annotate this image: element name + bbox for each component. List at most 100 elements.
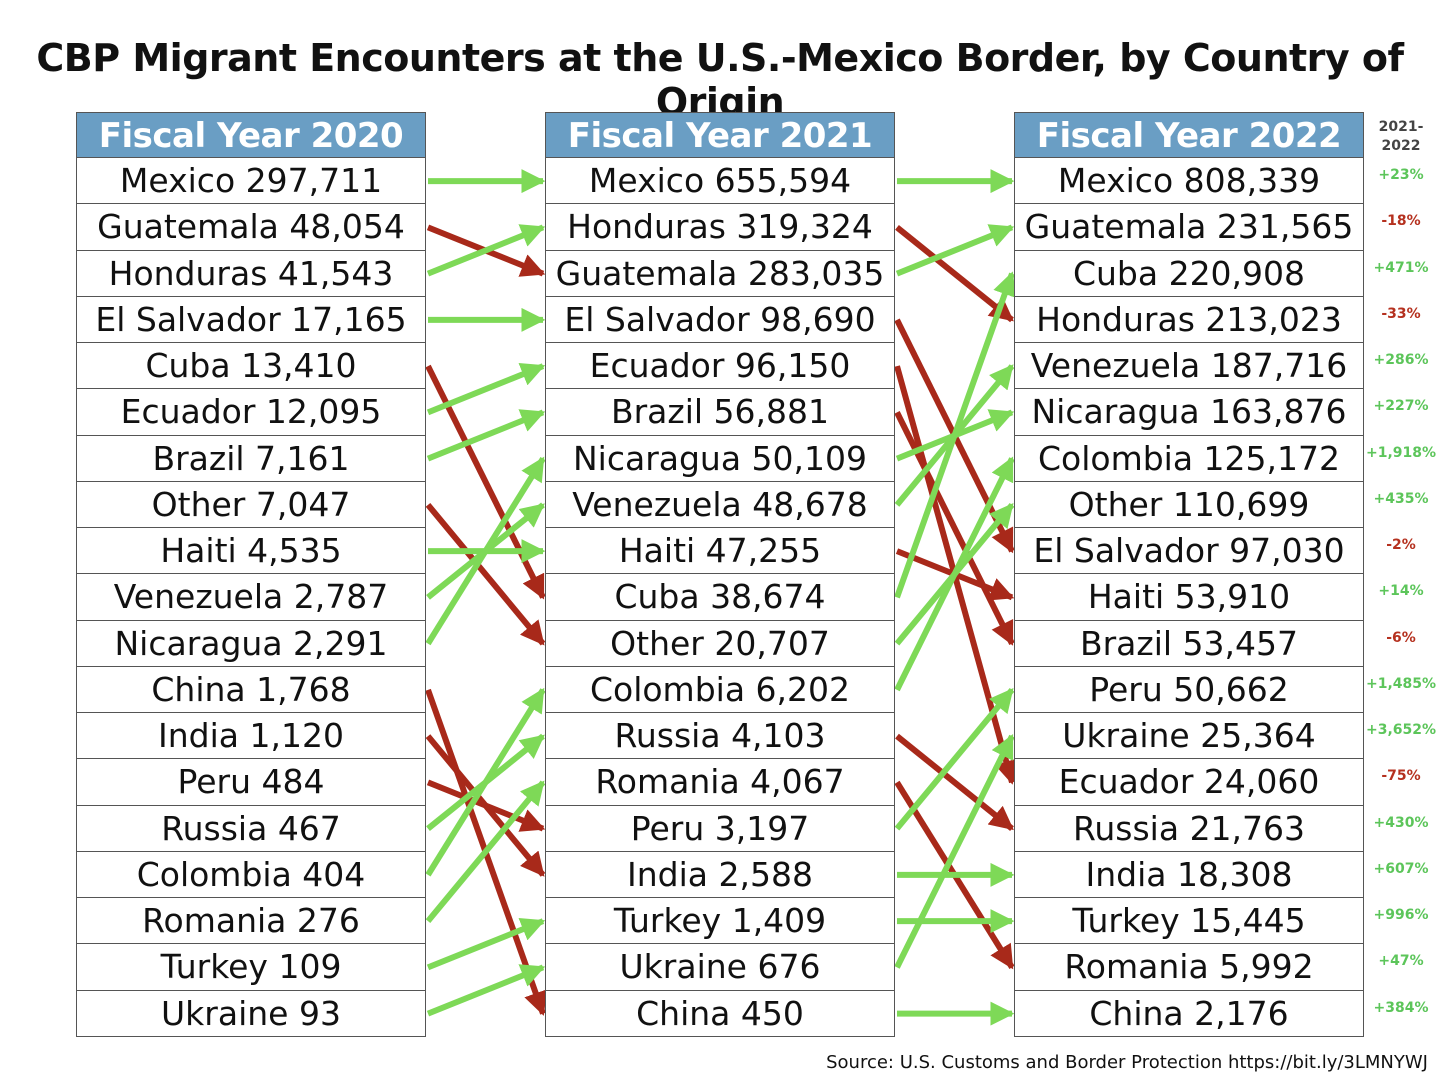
arrow-colombia-2021-2022 xyxy=(894,456,1015,692)
arrow-ukraine-2020-2021 xyxy=(426,964,546,1017)
fy2021-row-honduras: Honduras 319,324 xyxy=(545,204,895,251)
fy2020-row-haiti: Haiti 4,535 xyxy=(76,528,426,575)
arrow-honduras-2020-2021 xyxy=(426,224,546,277)
fy2021-row-turkey: Turkey 1,409 xyxy=(545,898,895,945)
arrow-ukraine-2021-2022 xyxy=(894,733,1015,969)
fy2021-row-peru: Peru 3,197 xyxy=(545,805,895,852)
fy2020-row-brazil: Brazil 7,161 xyxy=(76,435,426,482)
change-mexico: +23% xyxy=(1378,167,1424,183)
fy2021-row-india: India 2,588 xyxy=(545,851,895,898)
fy2022-row-guatemala: Guatemala 231,565 xyxy=(1014,204,1364,251)
fy2020-row-ecuador: Ecuador 12,095 xyxy=(76,389,426,436)
change-venezuela: +286% xyxy=(1373,352,1429,368)
change-nicaragua: +227% xyxy=(1373,398,1429,415)
arrow-peru-2020-2021 xyxy=(426,779,546,832)
fy2020-row-other: Other 7,047 xyxy=(76,481,426,528)
change-turkey: +996% xyxy=(1373,907,1429,923)
arrow-nicaragua-2020-2021 xyxy=(425,456,546,646)
fy2022-row-russia: Russia 21,763 xyxy=(1014,805,1364,852)
fy2021-row-russia: Russia 4,103 xyxy=(545,713,895,760)
fy2021-row-brazil: Brazil 56,881 xyxy=(545,389,895,436)
arrow-turkey-2020-2021 xyxy=(426,918,546,971)
fy2021-row-venezuela: Venezuela 48,678 xyxy=(545,481,895,528)
fy2020-row-nicaragua: Nicaragua 2,291 xyxy=(76,620,426,667)
arrow-russia-2021-2022 xyxy=(895,733,1014,831)
fy2020-row-mexico: Mexico 297,711 xyxy=(76,158,426,205)
change-ecuador: -75% xyxy=(1381,768,1421,785)
arrow-brazil-2020-2021 xyxy=(426,409,546,462)
change-column: 2021- 2022 +23% -18% +471% -33% +286% +227% +1… xyxy=(1365,112,1437,1037)
fy2020-row-honduras: Honduras 41,543 xyxy=(76,250,426,297)
fy2020-row-turkey: Turkey 109 xyxy=(76,944,426,991)
fy2022-row-cuba: Cuba 220,908 xyxy=(1014,250,1364,297)
change-other: +435% xyxy=(1373,490,1429,507)
fy2020-row-ukraine: Ukraine 93 xyxy=(76,990,426,1037)
fy2020-row-china: China 1,768 xyxy=(76,666,426,713)
fy2022-row-ecuador: Ecuador 24,060 xyxy=(1014,759,1364,806)
change-peru: +1,485% xyxy=(1365,675,1437,692)
change-colombia: +1,918% xyxy=(1365,444,1437,461)
fy2021-row-china: China 450 xyxy=(545,990,895,1037)
fy2022-header: Fiscal Year 2022 xyxy=(1014,112,1364,158)
change-ukraine: +3,652% xyxy=(1365,722,1437,738)
fy2020-row-el-salvador: El Salvador 17,165 xyxy=(76,296,426,343)
fy2022-row-peru: Peru 50,662 xyxy=(1014,666,1364,713)
fy2022-row-venezuela: Venezuela 187,716 xyxy=(1014,343,1364,390)
fy2022-row-turkey: Turkey 15,445 xyxy=(1014,898,1364,945)
fy2021-row-cuba: Cuba 38,674 xyxy=(545,574,895,621)
fy2022-row-haiti: Haiti 53,910 xyxy=(1014,574,1364,621)
arrow-colombia-2020-2021 xyxy=(425,687,546,877)
fy2021-row-nicaragua: Nicaragua 50,109 xyxy=(545,435,895,482)
fy2021-row-colombia: Colombia 6,202 xyxy=(545,666,895,713)
fy2021-table: Fiscal Year 2021 Mexico 655,594 Honduras … xyxy=(545,112,895,1037)
fy2022-row-nicaragua: Nicaragua 163,876 xyxy=(1014,389,1364,436)
chart-title: CBP Migrant Encounters at the U.S.-Mexic… xyxy=(36,36,1404,124)
source-note: Source: U.S. Customs and Border Protecti… xyxy=(826,1052,1428,1073)
change-india: +607% xyxy=(1373,860,1429,877)
fy2020-row-cuba: Cuba 13,410 xyxy=(76,343,426,390)
arrow-other-2020-2021 xyxy=(425,502,546,646)
change-header: 2021- 2022 xyxy=(1365,112,1437,158)
fy2021-row-el-salvador: El Salvador 98,690 xyxy=(545,296,895,343)
fy2020-row-venezuela: Venezuela 2,787 xyxy=(76,574,426,621)
fy2022-row-romania: Romania 5,992 xyxy=(1014,944,1364,991)
fy2021-row-haiti: Haiti 47,255 xyxy=(545,528,895,575)
fy2022-row-india: India 18,308 xyxy=(1014,851,1364,898)
fy2020-table: Fiscal Year 2020 Mexico 297,711 Guatemala… xyxy=(76,112,426,1037)
fy2021-row-ecuador: Ecuador 96,150 xyxy=(545,343,895,390)
fy2020-row-russia: Russia 467 xyxy=(76,805,426,852)
fy2020-header: Fiscal Year 2020 xyxy=(76,112,426,158)
arrow-honduras-2021-2022 xyxy=(895,225,1014,323)
arrow-ecuador-2020-2021 xyxy=(426,363,546,416)
fy2022-row-other: Other 110,699 xyxy=(1014,481,1364,528)
change-haiti: +14% xyxy=(1378,583,1424,600)
change-guatemala: -18% xyxy=(1381,213,1421,230)
fy2021-row-mexico: Mexico 655,594 xyxy=(545,158,895,205)
arrow-peru-2021-2022 xyxy=(894,687,1015,831)
fy2020-row-romania: Romania 276 xyxy=(76,898,426,945)
change-cuba: +471% xyxy=(1373,259,1429,276)
change-romania: +47% xyxy=(1378,953,1424,970)
change-russia: +430% xyxy=(1373,814,1429,831)
change-china: +384% xyxy=(1373,999,1429,1016)
fy2022-row-mexico: Mexico 808,339 xyxy=(1014,158,1364,205)
change-el-salvador: -2% xyxy=(1386,537,1416,553)
arrow-romania-2020-2021 xyxy=(425,780,546,924)
fy2021-row-ukraine: Ukraine 676 xyxy=(545,944,895,991)
arrow-cuba-2021-2022 xyxy=(894,271,1017,599)
fy2021-header: Fiscal Year 2021 xyxy=(545,112,895,158)
fy2021-row-romania: Romania 4,067 xyxy=(545,759,895,806)
fy2022-row-ukraine: Ukraine 25,364 xyxy=(1014,713,1364,760)
change-brazil: -6% xyxy=(1386,629,1416,646)
fy2022-row-colombia: Colombia 125,172 xyxy=(1014,435,1364,482)
fy2022-row-el-salvador: El Salvador 97,030 xyxy=(1014,528,1364,575)
change-header-line1: 2021- xyxy=(1378,119,1424,135)
fy2020-row-peru: Peru 484 xyxy=(76,759,426,806)
fy2021-row-guatemala: Guatemala 283,035 xyxy=(545,250,895,297)
fy2022-row-china: China 2,176 xyxy=(1014,990,1364,1037)
change-header-line2: 2022 xyxy=(1381,138,1421,154)
fy2021-row-other: Other 20,707 xyxy=(545,620,895,667)
fy2020-row-india: India 1,120 xyxy=(76,713,426,760)
fy2022-row-brazil: Brazil 53,457 xyxy=(1014,620,1364,667)
